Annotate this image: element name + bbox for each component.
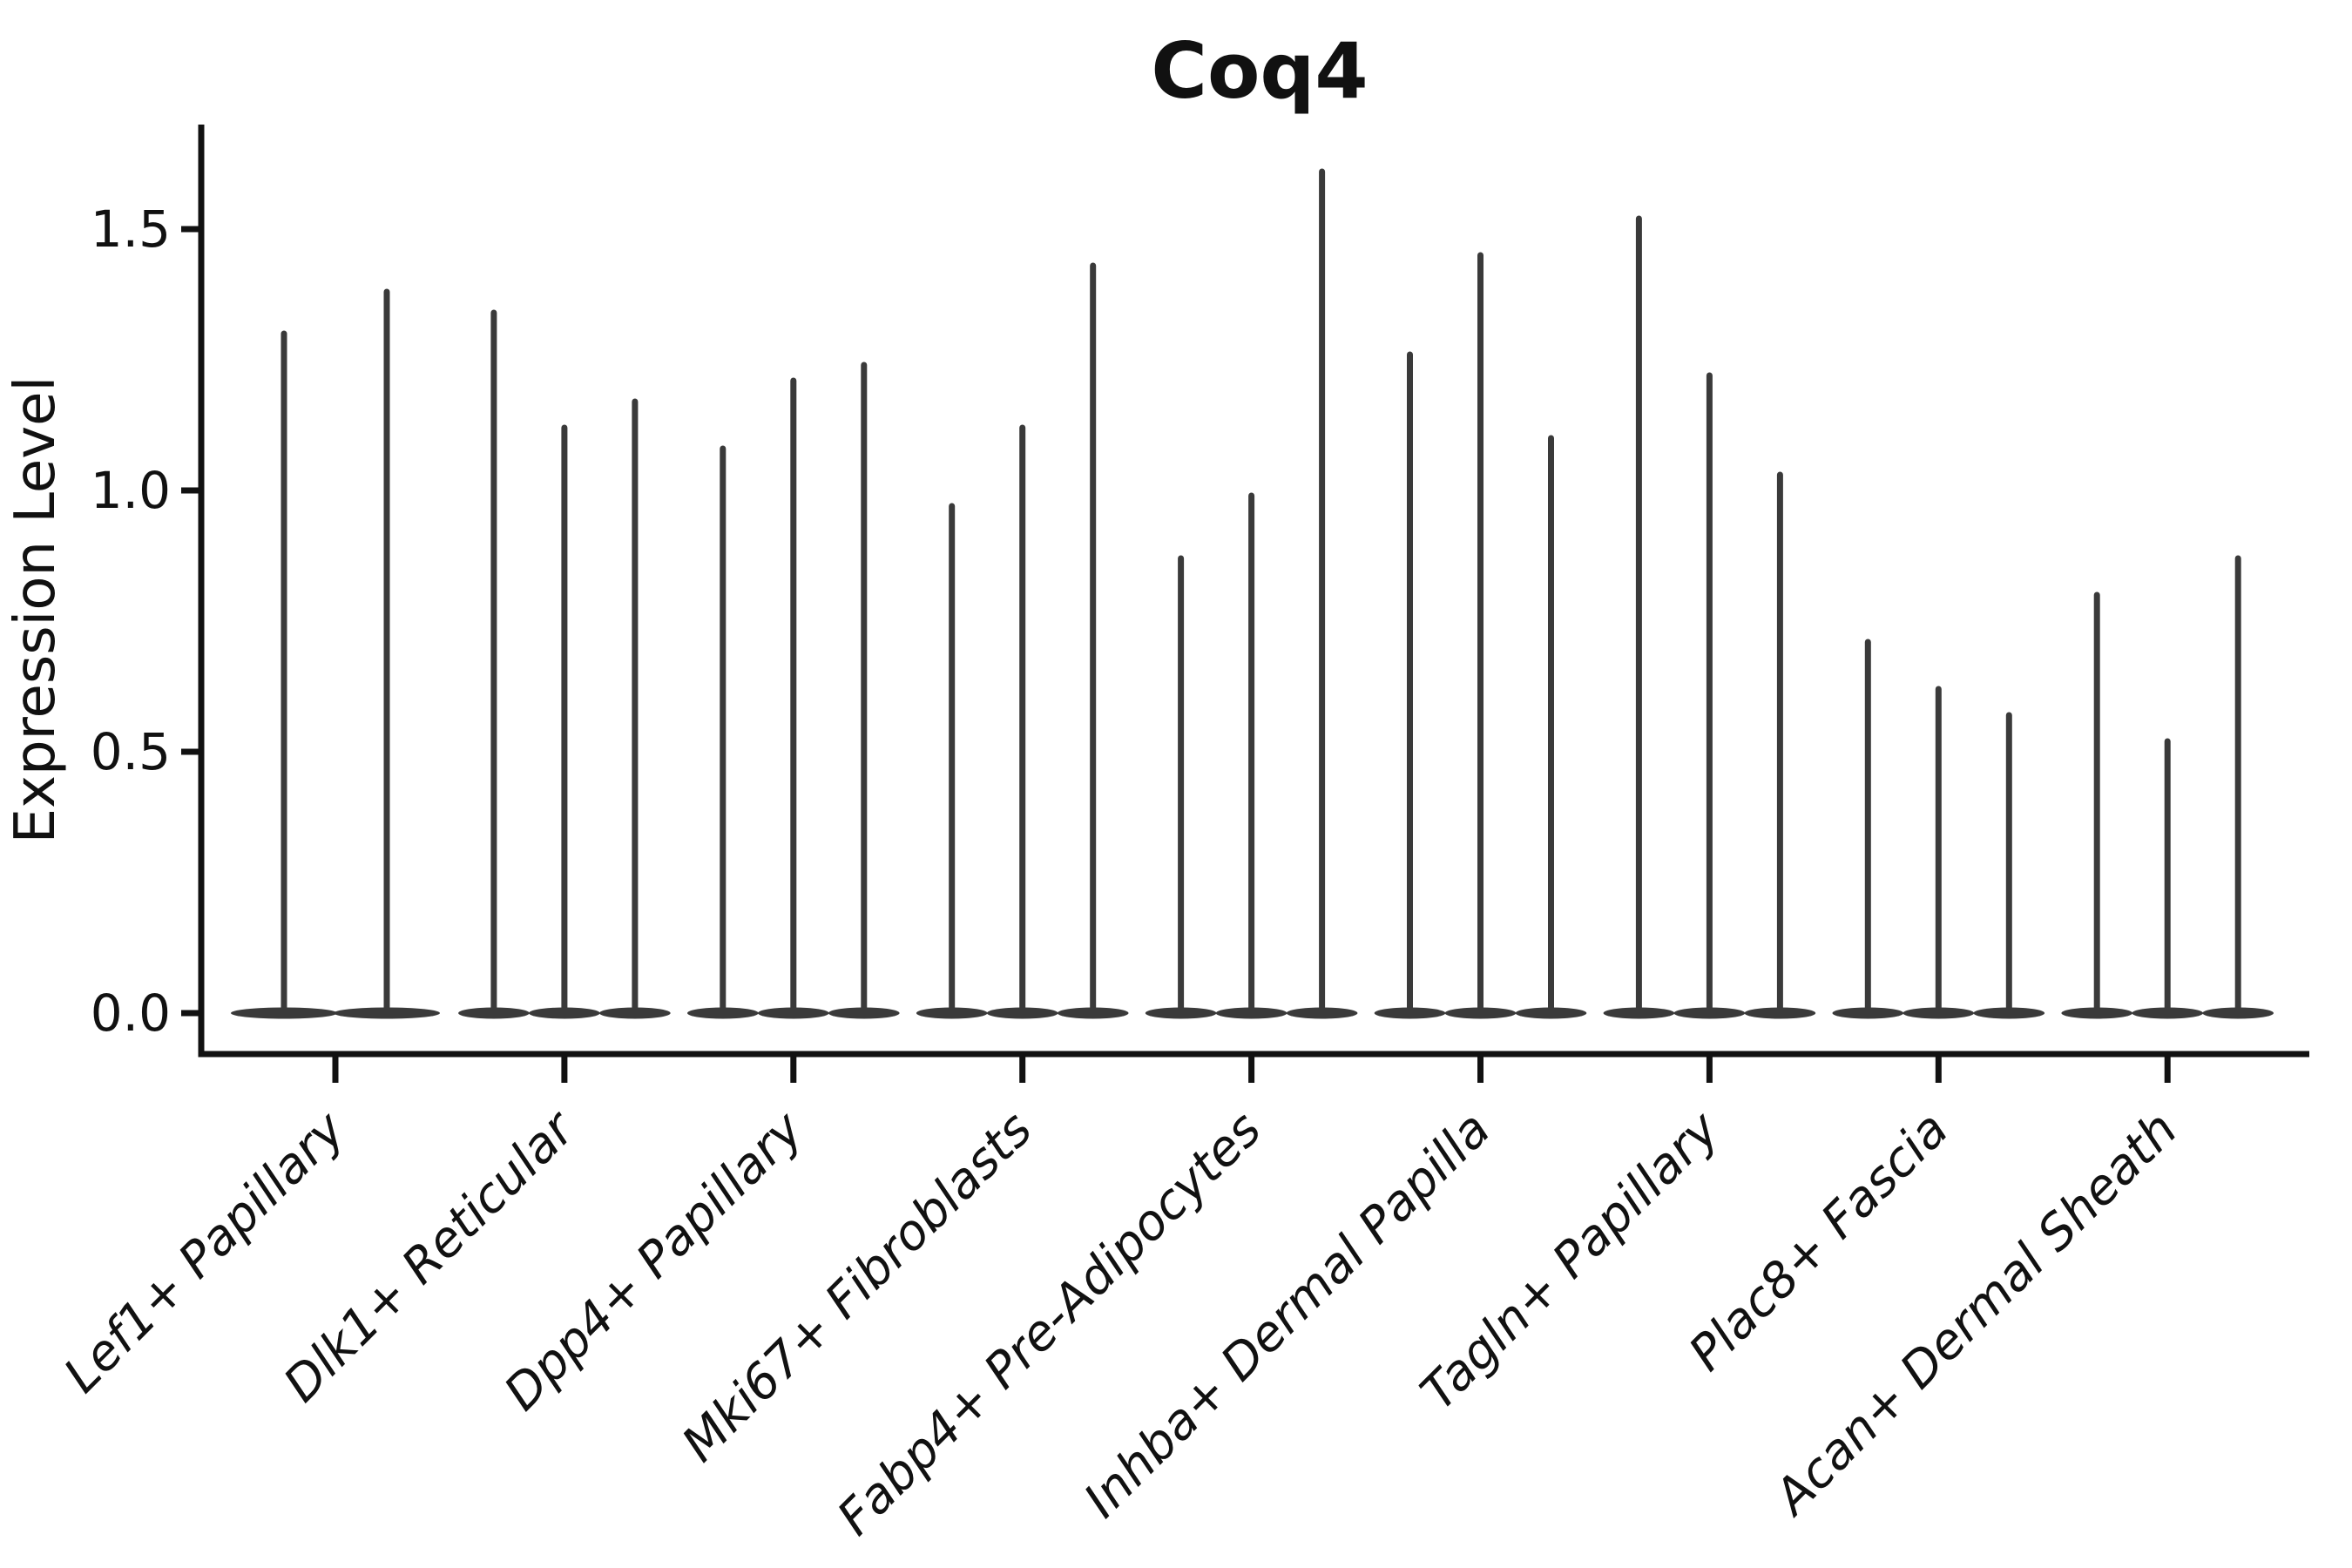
violin-group [1832,639,2045,1019]
y-tick-labels: 0.0 0.5 1.0 1.5 [91,199,171,1043]
violin-group [458,309,671,1019]
y-tick-label: 0.0 [91,983,171,1043]
axes [181,125,2309,1083]
y-axis-label: Expression Level [3,376,68,844]
violin-group [1145,168,1358,1019]
y-tick-label: 1.0 [91,461,171,520]
y-tick-label: 0.5 [91,722,171,781]
violins [231,168,2274,1019]
y-tick-label: 1.5 [91,199,171,259]
violin-group [687,362,900,1019]
violin-group [2061,555,2274,1019]
violin-group [231,288,440,1019]
violin-group [1374,252,1587,1019]
violin-group [1603,215,1816,1019]
x-tick-label: Fabp4+ Pre-Adipocytes [827,1101,1272,1546]
violin-group [916,262,1129,1019]
x-tick-label: Acan+ Dermal Sheath [1762,1101,2188,1527]
x-tick-label: Inhba+ Dermal Papilla [1073,1101,1501,1529]
chart-title: Coq4 [1151,26,1368,116]
